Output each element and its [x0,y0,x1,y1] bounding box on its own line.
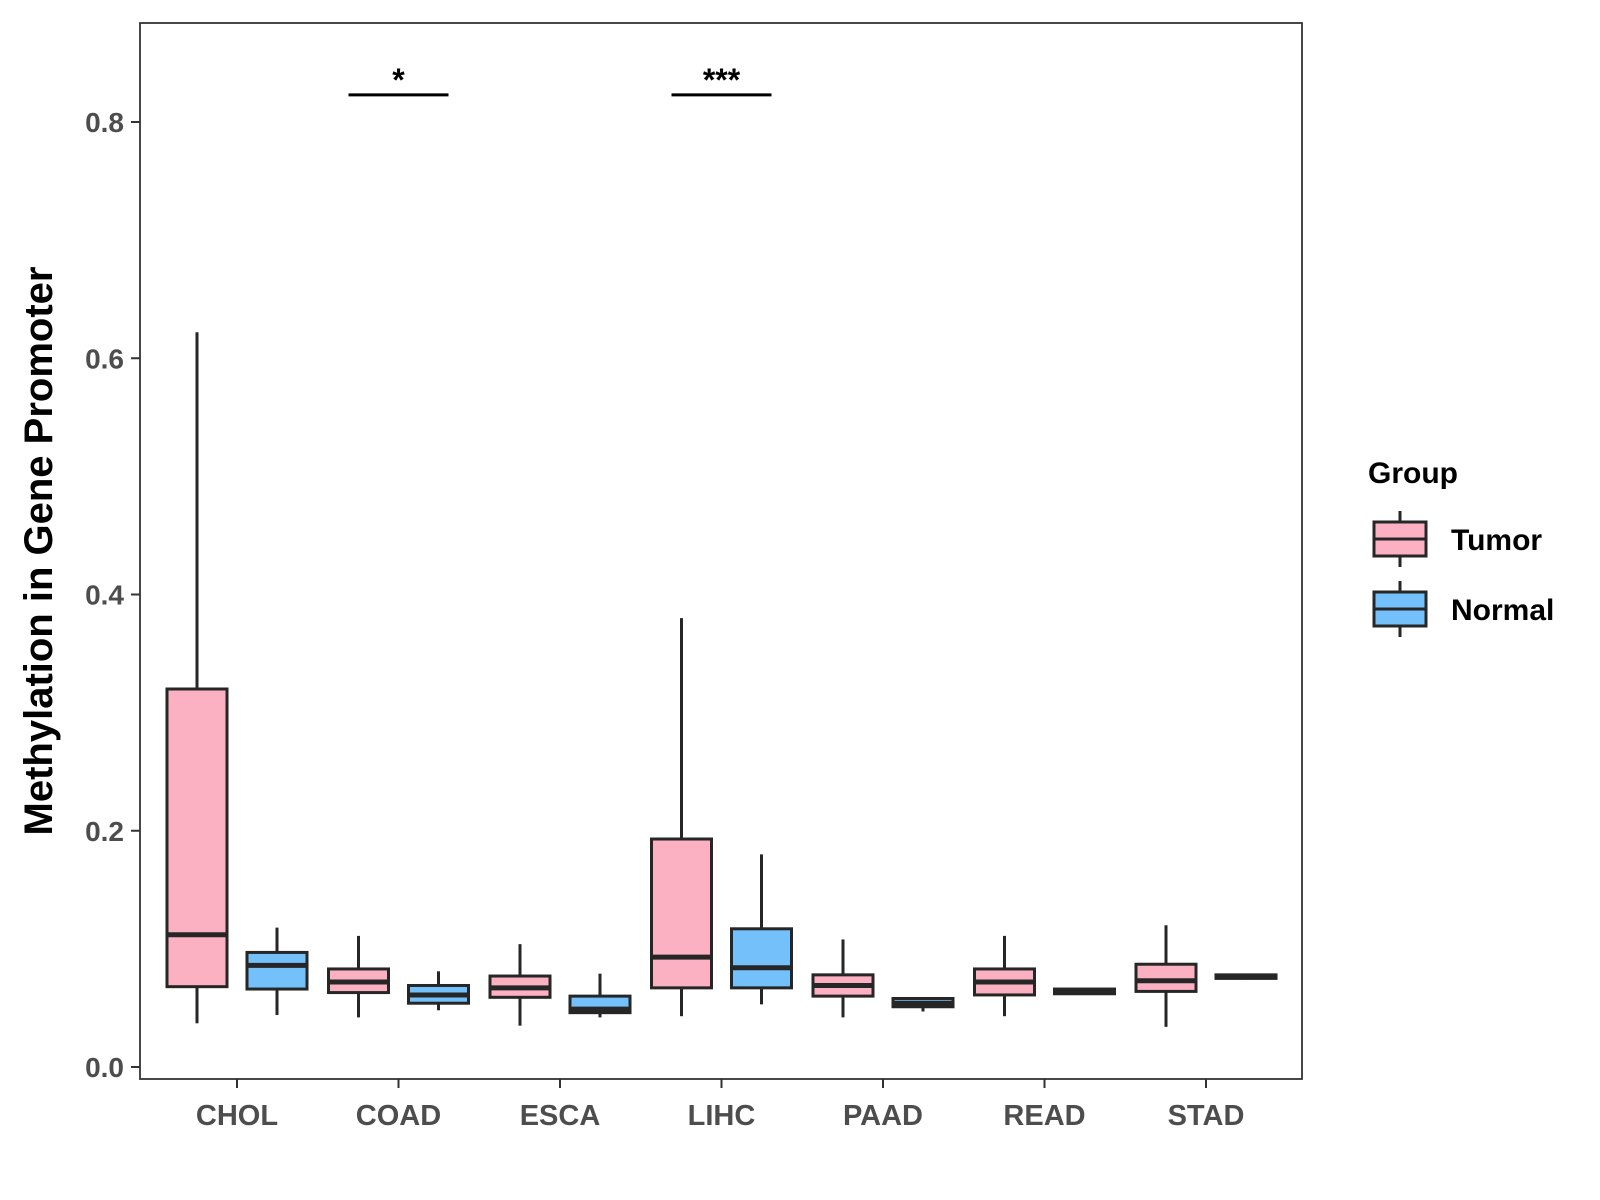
box-tumor-coad [327,935,390,1018]
box-iqr [730,927,793,990]
legend-title: Group [1368,457,1458,490]
significance-label: *** [703,62,741,98]
x-axis: CHOL COAD ESCA LIHC PAAD READ STAD [196,1079,1244,1132]
x-tick-label: CHOL [196,1100,278,1132]
y-tick-label: 0.6 [85,343,124,374]
legend-label: Tumor [1451,524,1542,557]
legend: Group Tumor Normal [1368,457,1554,637]
boxes-layer [165,332,1278,1027]
x-tick-label: PAAD [843,1100,923,1132]
box-tumor-chol [165,332,229,1024]
panel-border [139,22,1303,1080]
box-normal-coad [407,971,470,1011]
legend-item-normal: Normal [1372,581,1554,637]
legend-label: Normal [1451,594,1554,627]
box-tumor-esca [488,944,552,1026]
y-tick-label: 0.2 [85,816,124,847]
box-tumor-read [973,935,1036,1017]
x-tick-label: STAD [1168,1100,1245,1132]
y-axis-title: Methylation in Gene Promoter [17,267,61,836]
box-tumor-lihc [650,618,713,1017]
box-normal-paad [891,996,955,1012]
significance-label: * [392,62,405,98]
x-tick-label: COAD [356,1100,441,1132]
box-normal-stad [1214,973,1278,980]
box-normal-chol [245,927,309,1016]
box-iqr [650,837,713,990]
x-tick-label: LIHC [688,1100,756,1132]
significance-annotations: * *** [348,62,772,98]
legend-item-tumor: Tumor [1372,511,1542,567]
y-axis: 0.0 0.2 0.4 0.6 0.8 [85,107,140,1083]
y-tick-label: 0.0 [85,1052,124,1083]
box-normal-read [1053,987,1116,996]
box-tumor-stad [1134,925,1198,1027]
box-tumor-paad [811,939,875,1018]
x-tick-label: ESCA [520,1100,601,1132]
box-normal-esca [568,973,632,1018]
y-tick-label: 0.4 [85,580,124,611]
box-iqr [1134,962,1198,993]
box-iqr [165,687,229,989]
box-iqr [245,950,309,991]
x-tick-label: READ [1003,1100,1085,1132]
box-normal-lihc [730,854,793,1005]
y-tick-label: 0.8 [85,107,124,138]
